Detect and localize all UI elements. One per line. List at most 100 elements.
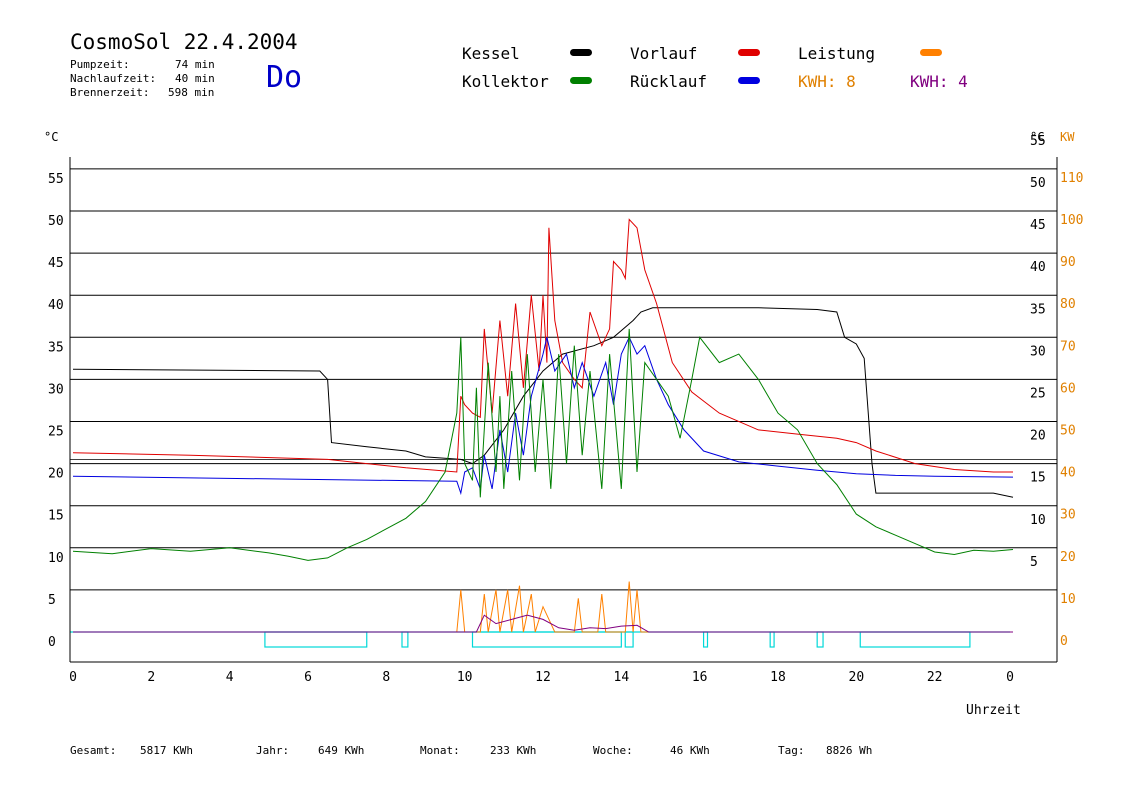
chart-labels: 0510152025303540455055510152025303540455… [44, 130, 1083, 718]
legend-kwh-purple: KWH: 4 [910, 72, 968, 91]
x-axis-label: Uhrzeit [966, 703, 1021, 718]
y-tick-label-right: 5 [1030, 555, 1038, 570]
pump-state-block [401, 631, 409, 648]
stat-label: Pumpzeit: [70, 58, 130, 71]
footer-jahr-label: Jahr: [256, 744, 290, 757]
y-tick-label-left: 25 [48, 425, 64, 440]
y-tick-label-left: 30 [48, 382, 64, 397]
stat-value: 40 min [175, 72, 215, 85]
y-tick-label-left: 35 [48, 340, 64, 355]
series-vorlauf [72, 218, 1013, 473]
series-r-cklauf [72, 336, 1014, 496]
x-tick-label: 16 [692, 670, 708, 685]
x-tick-label: 22 [927, 670, 943, 685]
x-tick-label: 14 [614, 670, 630, 685]
legend-ruecklauf-swatch [738, 77, 760, 84]
y-tick-label-kw: 20 [1060, 550, 1076, 565]
y-tick-label-left: 5 [48, 593, 56, 608]
series-kessel [72, 307, 1014, 498]
y-tick-label-right: 30 [1030, 344, 1046, 359]
y-tick-label-kw: 100 [1060, 213, 1083, 228]
x-tick-label: 0 [69, 670, 77, 685]
y-tick-label-kw: 90 [1060, 255, 1076, 270]
y-tick-label-left: 20 [48, 467, 64, 482]
y-tick-label-right: 50 [1030, 176, 1046, 191]
x-tick-label: 18 [770, 670, 786, 685]
y-tick-label-right: 20 [1030, 429, 1046, 444]
y-axis-label-right: °C [1030, 130, 1044, 144]
x-tick-label: 4 [226, 670, 234, 685]
footer-gesamt-value: 5817 KWh [140, 744, 193, 757]
pump-state-block [769, 631, 775, 648]
pump-state-block [624, 631, 634, 648]
pump-state-block [471, 631, 622, 648]
legend-vorlauf-swatch [738, 49, 760, 56]
x-tick-label: 2 [147, 670, 155, 685]
y-tick-label-left: 0 [48, 635, 56, 650]
stat-label: Nachlaufzeit: [70, 72, 157, 85]
series-kollektor [72, 328, 1014, 561]
legend-vorlauf-label: Vorlauf [630, 44, 698, 63]
legend-kollektor-label: Kollektor [462, 72, 549, 91]
y-tick-label-kw: 10 [1060, 592, 1076, 607]
stat-value: 74 min [175, 58, 215, 71]
legend-kessel-label: Kessel [462, 44, 520, 63]
y-tick-label-kw: 50 [1060, 424, 1076, 439]
x-tick-label: 10 [457, 670, 473, 685]
series-leistung [73, 581, 1013, 633]
y-tick-label-right: 45 [1030, 218, 1046, 233]
y-tick-label-left: 50 [48, 214, 64, 229]
y-tick-label-right: 55 [1030, 134, 1046, 149]
page-title: CosmoSol 22.4.2004 [70, 30, 298, 54]
footer-monat-value: 233 KWh [490, 744, 537, 757]
chart-series [70, 218, 1014, 648]
y-tick-label-left: 15 [48, 509, 64, 524]
legend-kollektor-swatch [570, 77, 592, 84]
legend-kessel-swatch [570, 49, 592, 56]
footer-monat-label: Monat: [420, 744, 460, 757]
y-tick-label-kw: 110 [1060, 171, 1083, 186]
footer-gesamt-label: Gesamt: [70, 744, 117, 757]
legend-leistung-label: Leistung [798, 44, 876, 63]
y-tick-label-kw: 70 [1060, 339, 1076, 354]
x-tick-label: 20 [849, 670, 865, 685]
y-axis-label-kw: KW [1060, 130, 1075, 144]
footer-woche-label: Woche: [593, 744, 633, 757]
footer-tag-value: 8826 Wh [826, 744, 873, 757]
legend-leistung-swatch [920, 49, 942, 56]
y-tick-label-kw: 40 [1060, 466, 1076, 481]
footer-jahr-value: 649 KWh [318, 744, 365, 757]
y-tick-label-kw: 60 [1060, 381, 1076, 396]
x-tick-label: 12 [535, 670, 551, 685]
legend-kwh-orange: KWH: 8 [798, 72, 856, 91]
y-tick-label-left: 55 [48, 172, 64, 187]
chart-axes [69, 157, 1058, 663]
y-tick-label-right: 25 [1030, 387, 1046, 402]
footer-tag-label: Tag: [778, 744, 805, 757]
y-tick-label-right: 15 [1030, 471, 1046, 486]
x-tick-label: 8 [382, 670, 390, 685]
legend-ruecklauf-label: Rücklauf [630, 72, 708, 91]
y-tick-label-kw: 0 [1060, 634, 1068, 649]
y-axis-label-left: °C [44, 130, 58, 144]
stat-label: Brennerzeit: [70, 86, 150, 99]
y-tick-label-right: 35 [1030, 302, 1046, 317]
x-tick-label: 0 [1006, 670, 1014, 685]
series-kwh-4 [73, 614, 1013, 633]
pump-state-block [702, 631, 709, 648]
y-tick-label-left: 40 [48, 298, 64, 313]
footer-woche-value: 46 KWh [670, 744, 710, 757]
y-tick-label-left: 45 [48, 256, 64, 271]
y-tick-label-kw: 80 [1060, 297, 1076, 312]
chart-grid [70, 168, 1057, 591]
x-tick-label: 6 [304, 670, 312, 685]
pump-state-block [264, 631, 368, 648]
y-tick-label-right: 40 [1030, 260, 1046, 275]
y-tick-label-left: 10 [48, 551, 64, 566]
stat-value: 598 min [168, 86, 215, 99]
pump-state-block [816, 631, 824, 648]
y-tick-label-right: 10 [1030, 513, 1046, 528]
weekday-label: Do [266, 60, 303, 95]
pump-state-block [859, 631, 971, 648]
